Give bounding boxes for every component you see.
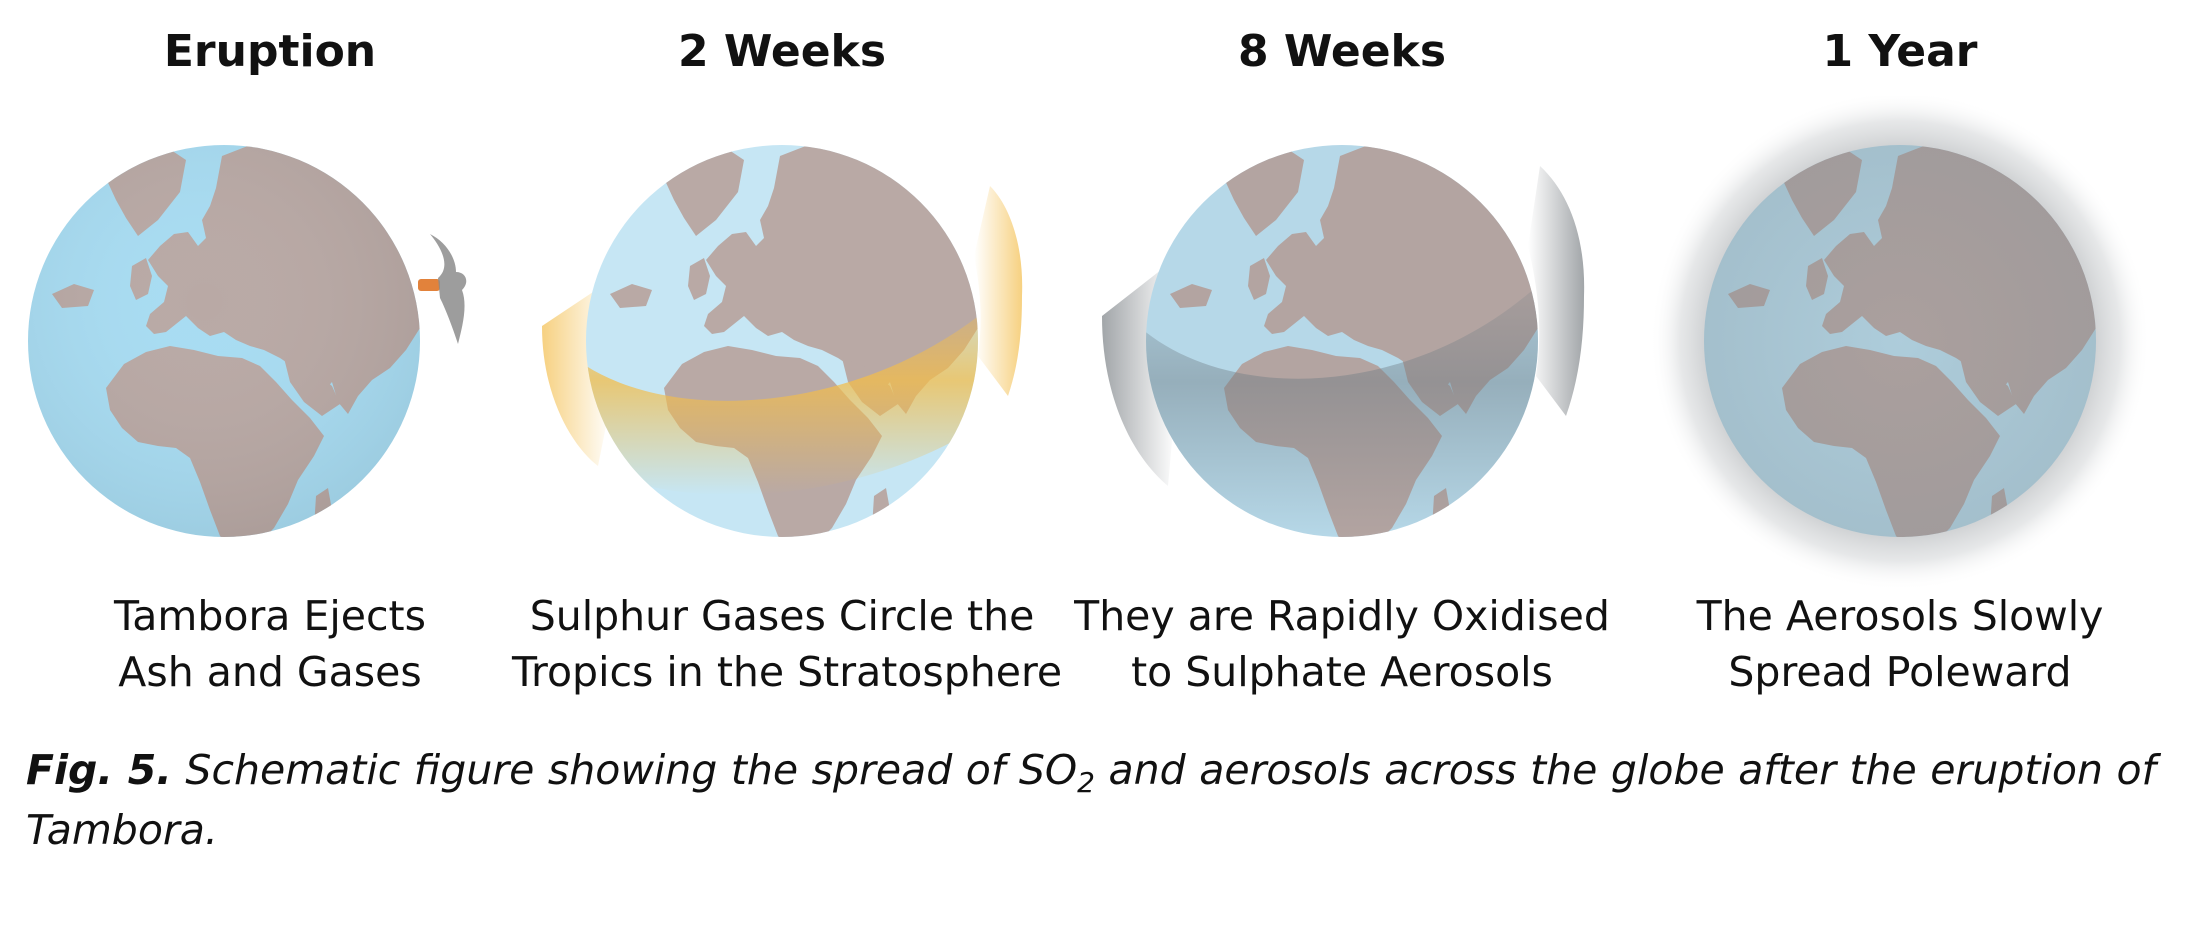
- caption-line-2: Spread Poleward: [1728, 648, 2072, 696]
- caption-line-1: They are Rapidly Oxidised: [1074, 592, 1610, 640]
- stage-title: 2 Weeks: [677, 26, 887, 77]
- so2-band: [586, 266, 978, 495]
- stage-title: 1 Year: [1822, 26, 1978, 77]
- figure-caption: Fig. 5. Schematic figure showing the spr…: [26, 740, 2156, 860]
- aerosol-veil: [1704, 145, 2096, 537]
- caption-text-after: and aerosols across the globe after the …: [26, 746, 2156, 854]
- caption-line-2: to Sulphate Aerosols: [1131, 648, 1553, 696]
- globe-8-weeks: [1102, 145, 1585, 537]
- stage-caption: Tambora Ejects Ash and Gases: [0, 588, 540, 700]
- caption-text-before: Schematic figure showing the spread of S…: [171, 746, 1078, 794]
- caption-line-1: Tambora Ejects: [114, 592, 426, 640]
- ash-plume-icon: [430, 234, 467, 344]
- panel-1-year: 1 Year The Aerosols Slowly Spread Polewa…: [1630, 0, 2170, 720]
- caption-line-2: Tropics in the Stratosphere: [512, 648, 1063, 696]
- globe-eruption: [28, 145, 467, 537]
- stage-caption: They are Rapidly Oxidised to Sulphate Ae…: [1072, 588, 1612, 700]
- caption-line-2: Ash and Gases: [118, 648, 422, 696]
- aerosol-halo-right: [1528, 166, 1585, 416]
- caption-subscript: 2: [1077, 766, 1095, 799]
- stage-title: 8 Weeks: [1237, 26, 1447, 77]
- panel-8-weeks: 8 Weeks They are: [1072, 0, 1612, 720]
- caption-line-1: The Aerosols Slowly: [1696, 592, 2104, 640]
- aerosol-band: [1146, 226, 1538, 537]
- panel-2-weeks: 2 Weeks Sul: [512, 0, 1063, 720]
- stage-caption: The Aerosols Slowly Spread Poleward: [1630, 588, 2170, 700]
- globe-1-year: [1650, 96, 2150, 591]
- caption-line-1: Sulphur Gases Circle the: [529, 592, 1035, 640]
- globe-2-weeks: [542, 145, 1023, 537]
- stage-title: Eruption: [163, 26, 377, 77]
- vent-icon: [418, 279, 440, 291]
- panel-eruption: Eruption Tambora Ejects Ash and Gases: [0, 0, 540, 720]
- figure-label: Fig. 5.: [26, 746, 172, 794]
- stage-caption: Sulphur Gases Circle the Tropics in the …: [512, 588, 1063, 700]
